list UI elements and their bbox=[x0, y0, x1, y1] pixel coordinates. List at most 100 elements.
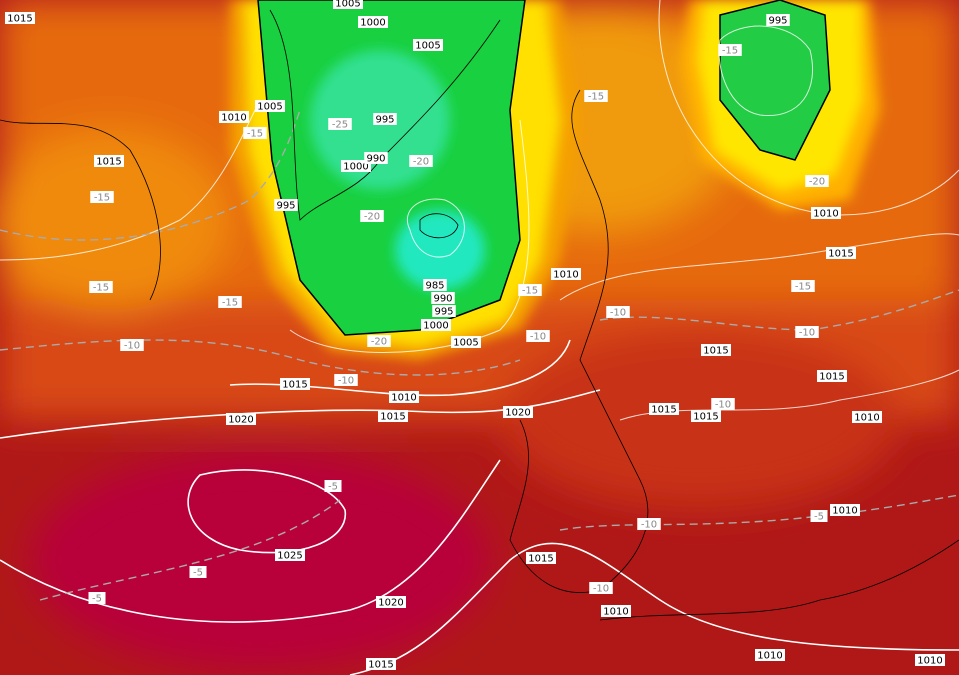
label-box bbox=[817, 370, 847, 382]
contour-label: 1010 bbox=[832, 506, 857, 517]
isobar bbox=[658, 0, 959, 216]
label-box bbox=[606, 306, 630, 318]
label-box bbox=[366, 658, 396, 670]
label-box bbox=[518, 284, 542, 296]
contour-label: 995 bbox=[434, 307, 453, 318]
isotherm bbox=[39, 499, 341, 601]
contour-label: -20 bbox=[809, 177, 825, 188]
label-box bbox=[120, 339, 144, 351]
label-box bbox=[451, 336, 481, 348]
contour-label: -10 bbox=[641, 520, 657, 531]
contour-label: 1015 bbox=[380, 412, 405, 423]
contour-label: 990 bbox=[433, 294, 452, 305]
isotherm bbox=[0, 339, 521, 376]
label-box bbox=[364, 152, 388, 164]
contour-label: 1000 bbox=[423, 321, 448, 332]
contour-label: 1010 bbox=[221, 113, 246, 124]
contour-label: -10 bbox=[530, 332, 546, 343]
label-box bbox=[421, 319, 451, 331]
contour-label: -5 bbox=[814, 512, 824, 523]
label-box bbox=[376, 596, 406, 608]
label-box bbox=[226, 413, 256, 425]
contour-label: 1010 bbox=[917, 656, 942, 667]
label-box bbox=[90, 191, 114, 203]
isobar bbox=[349, 542, 959, 675]
contour-label: 1010 bbox=[603, 607, 628, 618]
coastline bbox=[599, 539, 959, 621]
contour-label: 995 bbox=[375, 115, 394, 126]
contour-label: -10 bbox=[124, 341, 140, 352]
cold-core bbox=[395, 210, 485, 290]
label-box bbox=[551, 268, 581, 280]
coastline bbox=[509, 89, 649, 593]
contour-label: 1020 bbox=[505, 408, 530, 419]
contour-label: -25 bbox=[332, 120, 348, 131]
contour-label: 1025 bbox=[277, 551, 302, 562]
label-box bbox=[718, 44, 742, 56]
isobar bbox=[0, 459, 501, 623]
contour-label: -5 bbox=[328, 482, 338, 493]
label-box bbox=[503, 406, 533, 418]
label-box bbox=[423, 279, 447, 291]
label-box bbox=[88, 592, 106, 604]
label-box bbox=[413, 39, 443, 51]
label-box bbox=[766, 14, 790, 26]
contour-label: 1000 bbox=[360, 18, 385, 29]
label-box bbox=[243, 127, 267, 139]
label-box bbox=[526, 330, 550, 342]
contour-label: -10 bbox=[338, 376, 354, 387]
contour-label: 1015 bbox=[819, 372, 844, 383]
contour-label: 1015 bbox=[703, 346, 728, 357]
contour-label: 995 bbox=[276, 201, 295, 212]
label-box bbox=[275, 549, 305, 561]
contour-label: 1015 bbox=[828, 249, 853, 260]
contour-label: -5 bbox=[92, 594, 102, 605]
label-box bbox=[584, 90, 608, 102]
label-box bbox=[637, 518, 661, 530]
isobar bbox=[289, 119, 530, 353]
label-box bbox=[711, 398, 735, 410]
label-box bbox=[360, 210, 384, 222]
label-box bbox=[255, 100, 285, 112]
isotherm bbox=[0, 109, 301, 241]
coastline bbox=[0, 119, 161, 301]
contour-label: 1010 bbox=[757, 651, 782, 662]
contour-label: 1015 bbox=[368, 660, 393, 671]
label-box bbox=[526, 552, 556, 564]
label-box bbox=[701, 344, 731, 356]
label-box bbox=[826, 247, 856, 259]
contour-label: -15 bbox=[94, 193, 110, 204]
label-box bbox=[432, 305, 456, 317]
contour-label: 1015 bbox=[282, 380, 307, 391]
contour-label: -10 bbox=[799, 328, 815, 339]
contour-label: 1015 bbox=[693, 412, 718, 423]
label-box bbox=[601, 605, 631, 617]
contour-label: -10 bbox=[593, 584, 609, 595]
label-box bbox=[367, 335, 391, 347]
contour-label: 1015 bbox=[651, 405, 676, 416]
contour-label: 1005 bbox=[415, 41, 440, 52]
label-box bbox=[5, 12, 35, 24]
label-box bbox=[852, 411, 882, 423]
contour-label: 1000 bbox=[343, 162, 368, 173]
label-box bbox=[805, 175, 829, 187]
label-box bbox=[189, 566, 207, 578]
label-box bbox=[755, 649, 785, 661]
contour-label: 990 bbox=[366, 154, 385, 165]
contour-label: 1005 bbox=[257, 102, 282, 113]
label-box bbox=[830, 504, 860, 516]
label-box bbox=[324, 480, 342, 492]
contour-label: -15 bbox=[93, 283, 109, 294]
label-box bbox=[389, 391, 419, 403]
contour-label: 1020 bbox=[228, 415, 253, 426]
contour-label: 1015 bbox=[96, 157, 121, 168]
label-box bbox=[219, 111, 249, 123]
label-box bbox=[589, 582, 613, 594]
label-box bbox=[89, 281, 113, 293]
contour-label: 1005 bbox=[453, 338, 478, 349]
contour-label: 1010 bbox=[854, 413, 879, 424]
contour-labels: 1015 1005 1000 1005 995 -15 1005 1010 -15 -25 995 1… bbox=[5, 0, 945, 671]
isobar bbox=[187, 469, 346, 554]
contour-label: 1015 bbox=[528, 554, 553, 565]
contour-label: -15 bbox=[795, 282, 811, 293]
